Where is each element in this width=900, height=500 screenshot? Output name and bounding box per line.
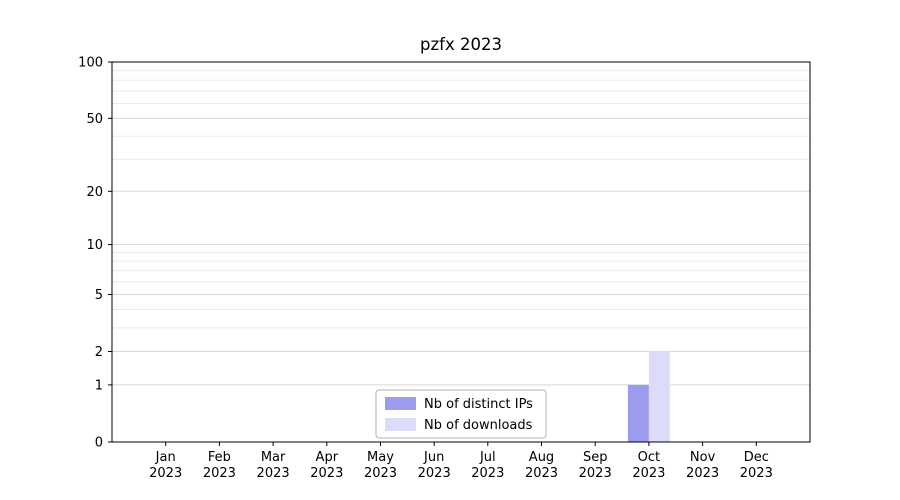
x-tick-label-month: Oct: [638, 450, 660, 465]
grid-layer: [112, 61, 810, 386]
y-tick-label: 20: [86, 185, 103, 200]
axis-layer: 0125102050100Jan2023Feb2023Mar2023Apr202…: [78, 56, 811, 481]
x-tick-label-month: Jun: [423, 450, 444, 465]
x-tick-label-year: 2023: [418, 466, 451, 481]
x-tick-label-month: Feb: [208, 450, 231, 465]
x-tick-label-month: Dec: [744, 450, 769, 465]
axis-frame: [111, 61, 811, 443]
chart-title: pzfx 2023: [420, 35, 502, 54]
y-tick-label: 0: [95, 436, 103, 451]
legend-swatch-nb-of-downloads: [385, 418, 416, 431]
bar-layer: [627, 351, 670, 442]
legend-label: Nb of downloads: [424, 418, 533, 433]
x-tick-label-year: 2023: [525, 466, 558, 481]
x-tick-label-month: Sep: [583, 450, 608, 465]
y-tick-label: 100: [78, 56, 103, 71]
x-tick-label-year: 2023: [471, 466, 504, 481]
legend: Nb of distinct IPs Nb of downloads: [375, 389, 547, 439]
x-tick-label-month: Jan: [155, 450, 176, 465]
bar-nb-of-downloads-oct: [648, 351, 670, 442]
y-tick-label: 2: [95, 345, 103, 360]
x-tick-label-year: 2023: [364, 466, 397, 481]
x-tick-label-month: Mar: [261, 450, 286, 465]
x-tick-label-year: 2023: [686, 466, 719, 481]
x-tick-label-year: 2023: [632, 466, 665, 481]
bar-nb-of-distinct-ips-oct: [627, 384, 649, 442]
x-tick-label-year: 2023: [203, 466, 236, 481]
legend-swatch-nb-of-distinct-ips: [385, 397, 416, 410]
y-tick-label: 50: [86, 112, 103, 127]
x-tick-label-year: 2023: [740, 466, 773, 481]
x-tick-label-year: 2023: [257, 466, 290, 481]
x-tick-label-year: 2023: [579, 466, 612, 481]
x-tick-label-month: May: [367, 450, 394, 465]
x-tick-label-month: Jul: [479, 450, 496, 465]
x-tick-label-year: 2023: [310, 466, 343, 481]
y-tick-label: 5: [95, 288, 103, 303]
y-tick-label: 10: [86, 238, 103, 253]
y-tick-label: 1: [95, 378, 103, 393]
x-tick-label-month: Nov: [690, 450, 716, 465]
x-tick-label-month: Aug: [529, 450, 554, 465]
legend-box: [375, 389, 547, 439]
legend-label: Nb of distinct IPs: [424, 397, 533, 412]
x-tick-label-year: 2023: [149, 466, 182, 481]
x-tick-label-month: Apr: [316, 450, 339, 465]
